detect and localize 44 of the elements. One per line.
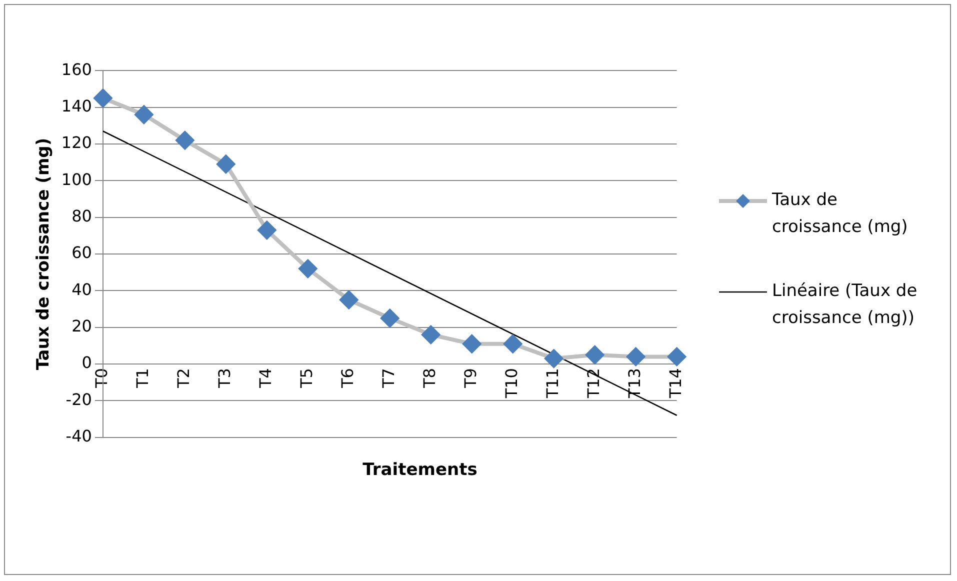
x-tick-label: T8 xyxy=(420,368,440,389)
point xyxy=(668,348,686,366)
x-tick-label: T3 xyxy=(215,368,234,389)
y-tick-label: 100 xyxy=(61,170,92,189)
y-tick-label: 0 xyxy=(82,353,92,372)
x-tick-label: T10 xyxy=(502,368,521,400)
point xyxy=(462,334,481,353)
x-tick-label: T13 xyxy=(624,368,644,400)
legend-label: Taux de croissance (mg) xyxy=(772,189,909,239)
point xyxy=(544,350,563,368)
y-tick-label: -40 xyxy=(66,426,92,446)
y-tick-label: 20 xyxy=(72,316,92,336)
y-tick-label: -20 xyxy=(66,390,92,409)
point xyxy=(258,221,276,240)
point xyxy=(504,334,522,353)
x-tick-label: T11 xyxy=(542,368,562,400)
point xyxy=(380,309,399,328)
point xyxy=(176,131,194,150)
x-tick-label: T14 xyxy=(666,368,685,400)
point xyxy=(298,260,317,278)
y-tick-label: 140 xyxy=(61,96,92,116)
y-axis-title: Taux de croissance (mg) xyxy=(34,138,54,370)
x-axis-title: Traitements xyxy=(362,460,478,480)
point xyxy=(422,326,440,344)
x-tick-label: T9 xyxy=(461,368,480,389)
x-tick-label: T7 xyxy=(379,368,398,389)
x-tick-label: T6 xyxy=(338,368,358,389)
x-tick-label: T2 xyxy=(174,368,194,389)
point xyxy=(134,106,153,124)
point xyxy=(216,155,235,174)
y-tick-label: 80 xyxy=(72,206,92,226)
y-tick-label: 160 xyxy=(61,60,92,79)
y-tick-label: 120 xyxy=(61,133,92,152)
point xyxy=(340,290,358,309)
legend-label: Linéaire (Taux de croissance (mg)) xyxy=(772,280,918,330)
point xyxy=(94,89,112,108)
x-tick-label: T4 xyxy=(256,368,276,389)
x-tick-label: T12 xyxy=(584,368,603,400)
point xyxy=(626,348,645,366)
point xyxy=(586,346,604,364)
x-tick-label: T1 xyxy=(133,368,152,389)
y-tick-label: 40 xyxy=(72,280,92,299)
y-tick-label: 60 xyxy=(72,243,92,262)
x-tick-label: T5 xyxy=(297,368,316,389)
